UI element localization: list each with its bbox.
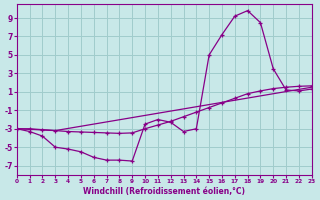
X-axis label: Windchill (Refroidissement éolien,°C): Windchill (Refroidissement éolien,°C): [83, 187, 245, 196]
